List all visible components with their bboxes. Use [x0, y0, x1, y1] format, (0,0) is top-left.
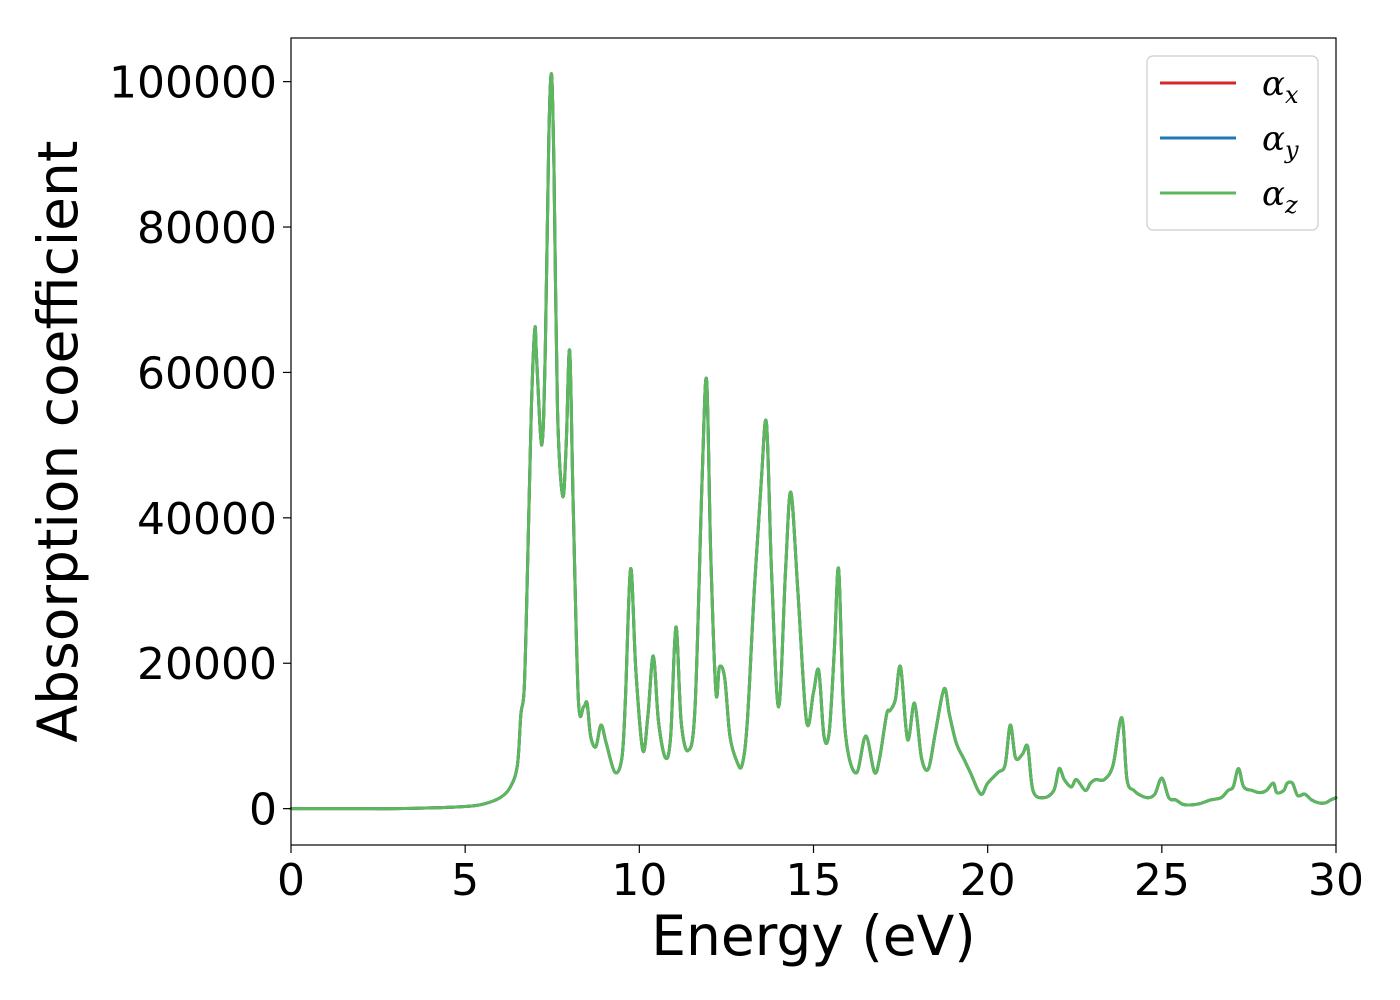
- legend-frame: [1146, 55, 1319, 231]
- y-tick-label: 40000: [137, 494, 277, 545]
- series-line-z: [289, 72, 1338, 811]
- y-tick-label: 100000: [109, 58, 277, 109]
- x-tick-label: 25: [1134, 855, 1190, 906]
- y-tick-label: 0: [249, 785, 277, 836]
- legend: αx αy αz: [1146, 55, 1319, 231]
- legend-label-x: αx: [1262, 64, 1299, 109]
- x-tick-label: 5: [451, 855, 479, 906]
- y-axis-label: Absorption coefficient: [26, 141, 90, 743]
- legend-label-z: αz: [1262, 174, 1298, 219]
- y-axis: 0 20000 40000 60000 80000 100000: [109, 58, 291, 836]
- y-tick-label: 60000: [137, 348, 277, 399]
- x-axis: 0 5 10 15 20 25 30: [277, 845, 1364, 906]
- legend-label-y: αy: [1262, 119, 1299, 164]
- series-layer: [289, 72, 1338, 811]
- x-tick-label: 0: [277, 855, 305, 906]
- x-tick-label: 10: [611, 855, 667, 906]
- x-tick-label: 15: [786, 855, 842, 906]
- x-tick-label: 20: [960, 855, 1016, 906]
- x-axis-label: Energy (eV): [651, 904, 975, 968]
- y-tick-label: 80000: [137, 203, 277, 254]
- y-tick-label: 20000: [137, 639, 277, 690]
- x-tick-label: 30: [1308, 855, 1364, 906]
